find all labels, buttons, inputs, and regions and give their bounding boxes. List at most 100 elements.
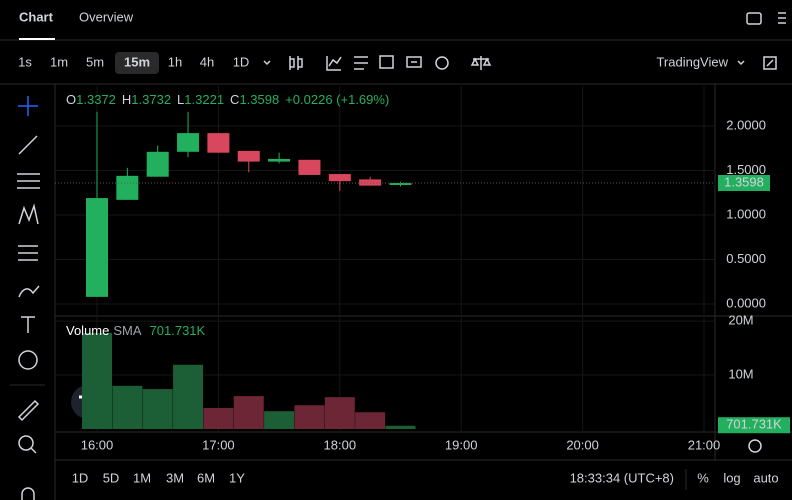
interval-button[interactable]: 1h xyxy=(168,54,182,69)
y-tick-label: 2.0000 xyxy=(726,117,766,132)
ohlc-value: 1.3221 xyxy=(184,92,224,107)
clock: 18:33:34 (UTC+8) xyxy=(570,470,674,485)
range-button[interactable]: 1D xyxy=(72,470,89,485)
indicator-icon[interactable] xyxy=(326,56,342,71)
sma-tag-label: 701.731K xyxy=(726,417,782,432)
ohlc-value: 1.3372 xyxy=(76,92,116,107)
y-tick-label: 0.0000 xyxy=(726,295,766,310)
fullscreen-icon[interactable] xyxy=(763,56,777,70)
ohlc-key: C xyxy=(230,92,239,107)
chevron[interactable] xyxy=(737,60,745,66)
scale-option[interactable]: log xyxy=(723,470,740,485)
text-tool[interactable] xyxy=(21,316,35,333)
candle-body xyxy=(237,150,260,162)
layout-icon[interactable] xyxy=(746,12,762,25)
alert-icon[interactable] xyxy=(379,55,394,69)
volume-bar xyxy=(294,405,325,429)
candle-body xyxy=(298,159,321,175)
ohlc-legend: O1.3372 H1.3732 L1.3221 C1.3598 +0.0226 (+1.… xyxy=(66,92,389,107)
candle-body xyxy=(328,174,351,182)
interval-button[interactable]: 15m xyxy=(124,54,150,69)
toolbar-icons xyxy=(263,55,777,71)
volume-bar xyxy=(82,332,112,429)
trendline-tool[interactable] xyxy=(18,135,38,155)
y-tick-label: 0.5000 xyxy=(726,251,766,266)
volume-legend: Volume SMA 701.731K xyxy=(66,323,206,338)
volume-bar xyxy=(324,397,355,429)
candle-body xyxy=(86,198,108,297)
range-button[interactable]: 6M xyxy=(197,470,215,485)
volume-bar xyxy=(203,407,234,429)
chevron[interactable] xyxy=(263,60,271,66)
sma-tag xyxy=(718,417,790,434)
crosshair-tool[interactable] xyxy=(18,96,38,116)
interval-button[interactable]: 1s xyxy=(18,54,32,69)
sma-value: 701.731K xyxy=(150,323,206,338)
emoji-tool[interactable] xyxy=(18,350,38,370)
volume-bar xyxy=(142,389,173,429)
magnet-tool[interactable] xyxy=(21,487,35,500)
interval-button[interactable]: 1m xyxy=(50,54,68,69)
volume-bar xyxy=(112,385,143,429)
fib-tool[interactable] xyxy=(17,173,40,189)
ohlc-key: L xyxy=(177,92,184,107)
ohlc-value: 1.3598 xyxy=(239,92,279,107)
volume-bar xyxy=(173,364,204,429)
x-tick-label: 18:00 xyxy=(324,437,357,452)
y-tick-label: 1.5000 xyxy=(726,162,766,177)
interval-button[interactable]: 5m xyxy=(86,54,104,69)
zoom-tool[interactable] xyxy=(18,435,34,451)
x-tick-label: 19:00 xyxy=(445,437,478,452)
provider-select[interactable]: TradingView xyxy=(656,54,728,69)
interval-highlight xyxy=(115,52,159,74)
tab[interactable]: Chart xyxy=(19,9,54,24)
ohlc-key: O xyxy=(66,92,76,107)
candle-body xyxy=(177,133,200,152)
x-tick-label: 17:00 xyxy=(202,437,235,452)
y-tick-label: 20M xyxy=(728,313,753,328)
volume-bar xyxy=(264,411,295,429)
range-button[interactable]: 3M xyxy=(166,470,184,485)
y-tick-label: 1.0000 xyxy=(726,206,766,221)
x-tick-label: 20:00 xyxy=(566,437,599,452)
range-button[interactable]: 1M xyxy=(133,470,151,485)
sma-name: SMA xyxy=(113,323,142,338)
range-button[interactable]: 5D xyxy=(103,470,120,485)
candle-body xyxy=(146,151,169,177)
candle-body xyxy=(268,158,291,162)
scale-option[interactable]: auto xyxy=(753,470,778,485)
axis-settings[interactable] xyxy=(748,439,762,453)
layout-icon[interactable] xyxy=(354,56,368,70)
volume-bar xyxy=(233,396,264,429)
settings-icon[interactable] xyxy=(435,56,449,70)
scale-option[interactable]: % xyxy=(697,470,709,485)
volume-bar xyxy=(385,425,416,429)
compare-icon[interactable] xyxy=(470,56,492,70)
last-price-tag xyxy=(718,174,770,191)
interval-button[interactable]: 1D xyxy=(233,54,250,69)
candle-icon[interactable] xyxy=(289,56,303,70)
ohlc-key: H xyxy=(122,92,131,107)
x-tick-label: 21:00 xyxy=(688,437,721,452)
replay-icon[interactable] xyxy=(406,56,422,68)
pattern-tool[interactable] xyxy=(18,203,39,225)
volume-title: Volume xyxy=(66,323,109,338)
candle-body xyxy=(207,133,230,153)
last-price-label: 1.3598 xyxy=(724,174,764,189)
menu-icon[interactable] xyxy=(778,12,786,24)
forecast-tool[interactable] xyxy=(18,245,38,261)
tab[interactable]: Overview xyxy=(79,9,134,24)
drawing-tools xyxy=(17,96,40,500)
change-value: +0.0226 (+1.69%) xyxy=(285,92,389,107)
ruler-tool[interactable] xyxy=(17,399,40,422)
range-button[interactable]: 1Y xyxy=(229,470,245,485)
volume-bar xyxy=(355,412,386,429)
brush-tool[interactable] xyxy=(18,285,40,298)
chart-content: Chart Overview 1s 1m 5m 15m 1h 4h 1D TradingView 1… xyxy=(18,9,790,490)
interval-button[interactable]: 4h xyxy=(200,54,214,69)
zoom-tool[interactable] xyxy=(30,447,37,454)
ohlc-value: 1.3732 xyxy=(131,92,171,107)
candle-body xyxy=(389,182,412,185)
